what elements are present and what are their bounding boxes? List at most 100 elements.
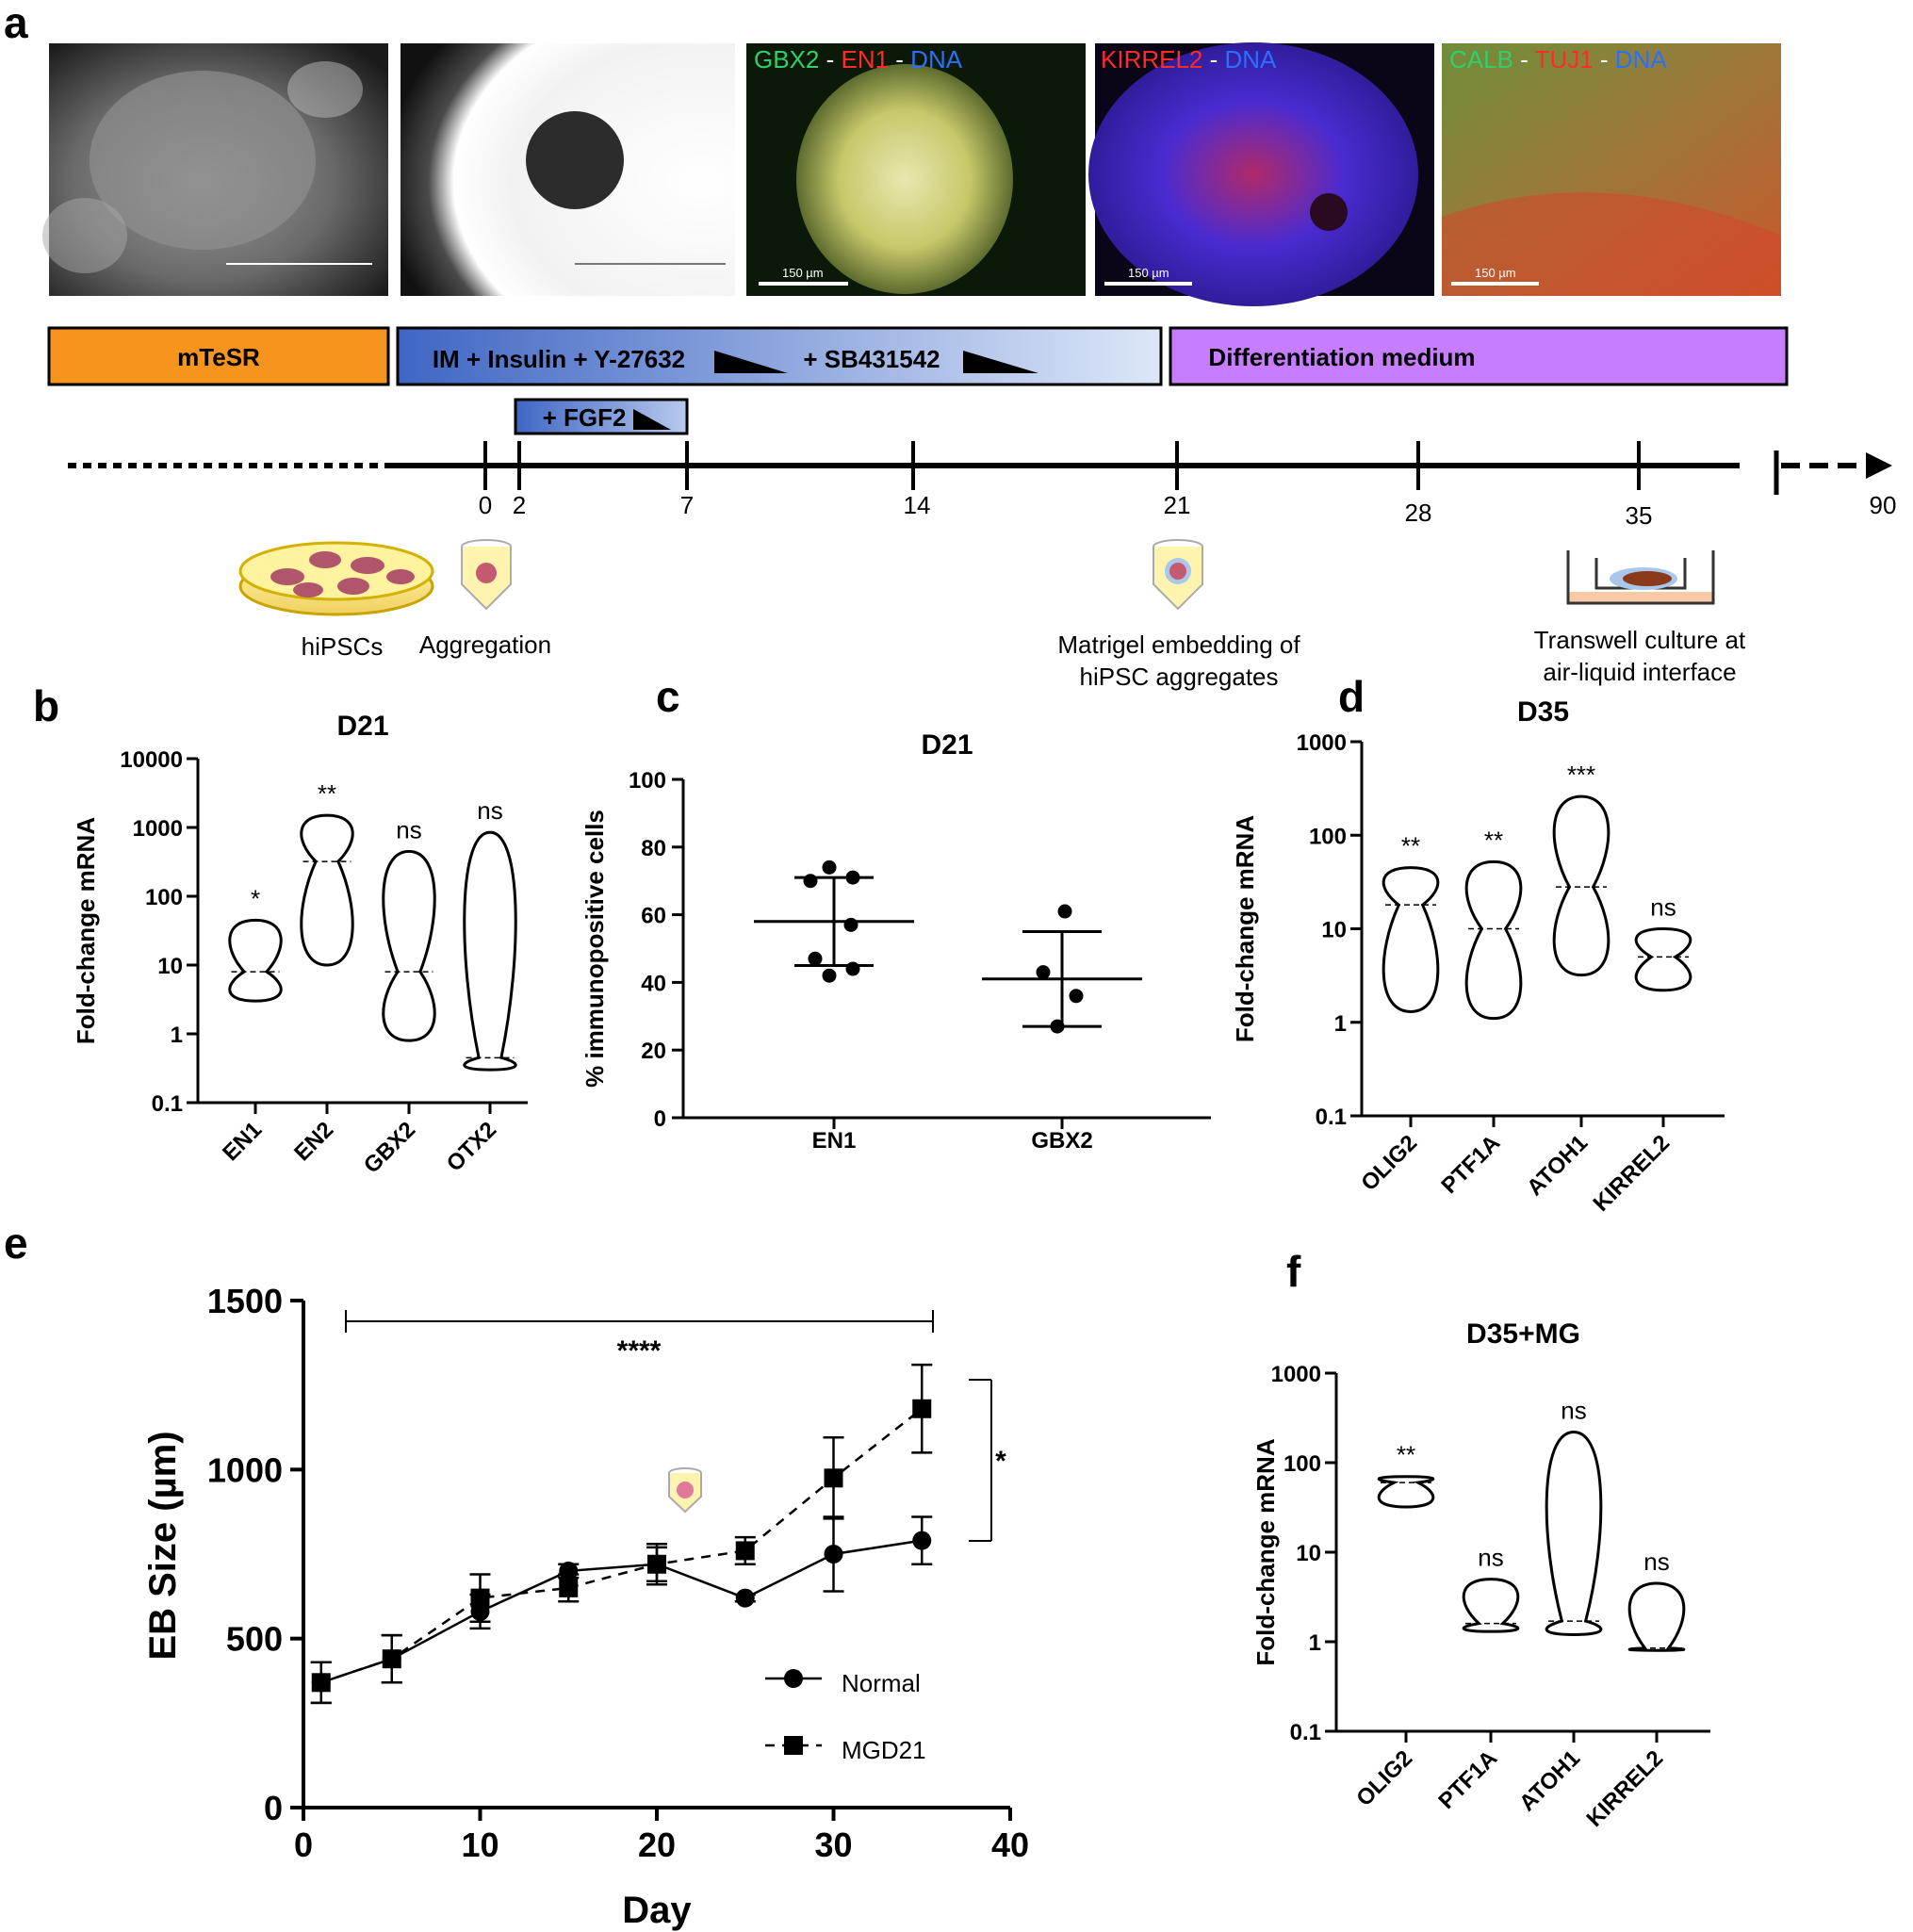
medium-bar-mtesr: mTeSR bbox=[47, 326, 390, 386]
micrograph-kirrel2: 150 µm KIRREL2 - DNA bbox=[1088, 42, 1434, 306]
y-tick-label: 1 bbox=[171, 1023, 183, 1048]
x-tick-label: 20 bbox=[638, 1826, 676, 1864]
micrograph-hipsc-colony bbox=[42, 43, 388, 296]
petri-dish-icon bbox=[238, 541, 434, 616]
significance-label: ns bbox=[1478, 1544, 1503, 1572]
panel-label-c: c bbox=[656, 672, 680, 721]
x-tick-label: PTF1A bbox=[1436, 1130, 1505, 1199]
panel-label-d: d bbox=[1338, 672, 1365, 721]
timeline-day: 7 bbox=[680, 491, 694, 519]
gradient-wedge-icon bbox=[963, 351, 1038, 373]
data-point bbox=[843, 917, 858, 932]
x-tick-label: OTX2 bbox=[442, 1117, 501, 1176]
data-point-mgd21 bbox=[382, 1649, 401, 1669]
y-tick-label: 1000 bbox=[133, 816, 183, 842]
y-tick-label: 100 bbox=[1309, 824, 1347, 849]
timeline-day: 35 bbox=[1626, 501, 1653, 530]
chart-b: 0.1 1 10 100 1000 10000 D21 Fold-change mRNA EN1… bbox=[72, 711, 528, 1178]
y-axis-label: Fold-change mRNA bbox=[72, 817, 100, 1044]
gradient-wedge-icon bbox=[633, 409, 671, 430]
y-axis-label: % immunopositive cells bbox=[580, 810, 609, 1088]
violin bbox=[1545, 1430, 1603, 1636]
x-tick-label: ATOH1 bbox=[1522, 1130, 1593, 1201]
legend-label-mgd21: MGD21 bbox=[842, 1736, 926, 1764]
data-point-normal bbox=[912, 1531, 932, 1550]
medium-bar-im: IM + Insulin + Y-27632 + SB431542 bbox=[396, 326, 1163, 386]
x-tick-label: EN1 bbox=[812, 1128, 857, 1154]
data-point bbox=[1050, 1019, 1065, 1034]
chart-title: D21 bbox=[336, 711, 388, 742]
y-tick-label: 60 bbox=[641, 904, 666, 929]
panel-label-f: f bbox=[1286, 1247, 1301, 1296]
panel-label-a: a bbox=[4, 0, 28, 47]
panel-label-e: e bbox=[4, 1219, 28, 1268]
significance-label: * bbox=[251, 884, 260, 912]
data-point bbox=[822, 860, 837, 875]
y-tick-label: 100 bbox=[629, 768, 666, 794]
significance-label: ns bbox=[396, 815, 421, 843]
y-tick-label: 0.1 bbox=[1290, 1720, 1321, 1745]
x-tick-label: 0 bbox=[294, 1826, 313, 1864]
chart-title: D35+MG bbox=[1466, 1318, 1580, 1350]
chart-d: 0.1 1 10 100 1000 D35 Fold-change mRNA OLIG2 ** P… bbox=[1231, 696, 1725, 1217]
chart-title: D21 bbox=[921, 729, 973, 761]
x-tick-label: OLIG2 bbox=[1356, 1130, 1422, 1196]
data-point bbox=[808, 951, 823, 966]
data-point-normal bbox=[559, 1561, 579, 1580]
y-tick-label: 500 bbox=[226, 1620, 283, 1659]
y-tick-label: 1000 bbox=[1271, 1362, 1321, 1387]
y-tick-label: 1500 bbox=[207, 1282, 283, 1320]
violin bbox=[1627, 1581, 1686, 1652]
y-tick-label: 0.1 bbox=[152, 1091, 183, 1117]
data-point bbox=[803, 874, 818, 889]
step-label-aggregation: Aggregation bbox=[419, 630, 551, 659]
y-tick-label: 1 bbox=[1309, 1630, 1321, 1656]
step-label-matrigel: hiPSC aggregates bbox=[1079, 663, 1278, 691]
data-point bbox=[1057, 904, 1072, 919]
y-axis-label: Fold-change mRNA bbox=[1231, 815, 1259, 1042]
violin bbox=[1377, 1475, 1435, 1509]
timeline-day: 90 bbox=[1870, 491, 1897, 519]
violin bbox=[300, 813, 354, 967]
violin bbox=[1634, 926, 1692, 992]
data-point-mgd21 bbox=[559, 1578, 579, 1597]
y-tick-label: 10000 bbox=[120, 747, 183, 773]
timeline-day: 2 bbox=[513, 491, 526, 519]
data-point bbox=[845, 870, 860, 885]
gradient-wedge-icon bbox=[714, 351, 788, 373]
significance-label: ** bbox=[1484, 826, 1503, 854]
data-point bbox=[1036, 965, 1051, 980]
data-point bbox=[845, 961, 860, 976]
y-tick-label: 40 bbox=[641, 971, 666, 996]
data-point-mgd21 bbox=[470, 1588, 490, 1608]
significance-label: ** bbox=[1401, 832, 1420, 860]
step-label-matrigel: Matrigel embedding of bbox=[1057, 630, 1300, 659]
series-line-mgd21 bbox=[320, 1407, 924, 1684]
x-tick-label: KIRREL2 bbox=[1582, 1745, 1669, 1832]
x-tick-label: GBX2 bbox=[359, 1117, 420, 1178]
violin bbox=[1464, 860, 1523, 1021]
x-tick-label: 10 bbox=[461, 1826, 499, 1864]
timeline-day: 21 bbox=[1164, 491, 1191, 519]
data-point-mgd21 bbox=[311, 1673, 331, 1693]
y-tick-label: 10 bbox=[1296, 1541, 1321, 1566]
medium-bar-fgf2: + FGF2 bbox=[514, 398, 689, 435]
significance-label: ns bbox=[1650, 893, 1676, 922]
data-point-mgd21 bbox=[647, 1554, 666, 1574]
x-tick-label: PTF1A bbox=[1433, 1745, 1502, 1814]
data-point-mgd21 bbox=[912, 1399, 932, 1418]
medium-bar-differentiation: Differentiation medium bbox=[1169, 326, 1789, 386]
medium-label-sb431542: + SB431542 bbox=[803, 345, 940, 373]
x-axis-label: Day bbox=[622, 1890, 692, 1931]
x-tick-label: OLIG2 bbox=[1351, 1745, 1417, 1811]
stain-label: CALB - TUJ1 - DNA bbox=[1449, 45, 1667, 74]
x-tick-label: EN2 bbox=[289, 1117, 338, 1166]
x-tick-label: EN1 bbox=[218, 1117, 267, 1166]
y-axis-label: EB Size (µm) bbox=[142, 1431, 184, 1660]
chart-f: 0.1 1 10 100 1000 D35+MG Fold-change mRNA OLIG2… bbox=[1251, 1318, 1710, 1832]
data-point-mgd21 bbox=[824, 1468, 843, 1488]
tube-matrigel-icon bbox=[1153, 539, 1203, 611]
violin bbox=[463, 830, 517, 1072]
